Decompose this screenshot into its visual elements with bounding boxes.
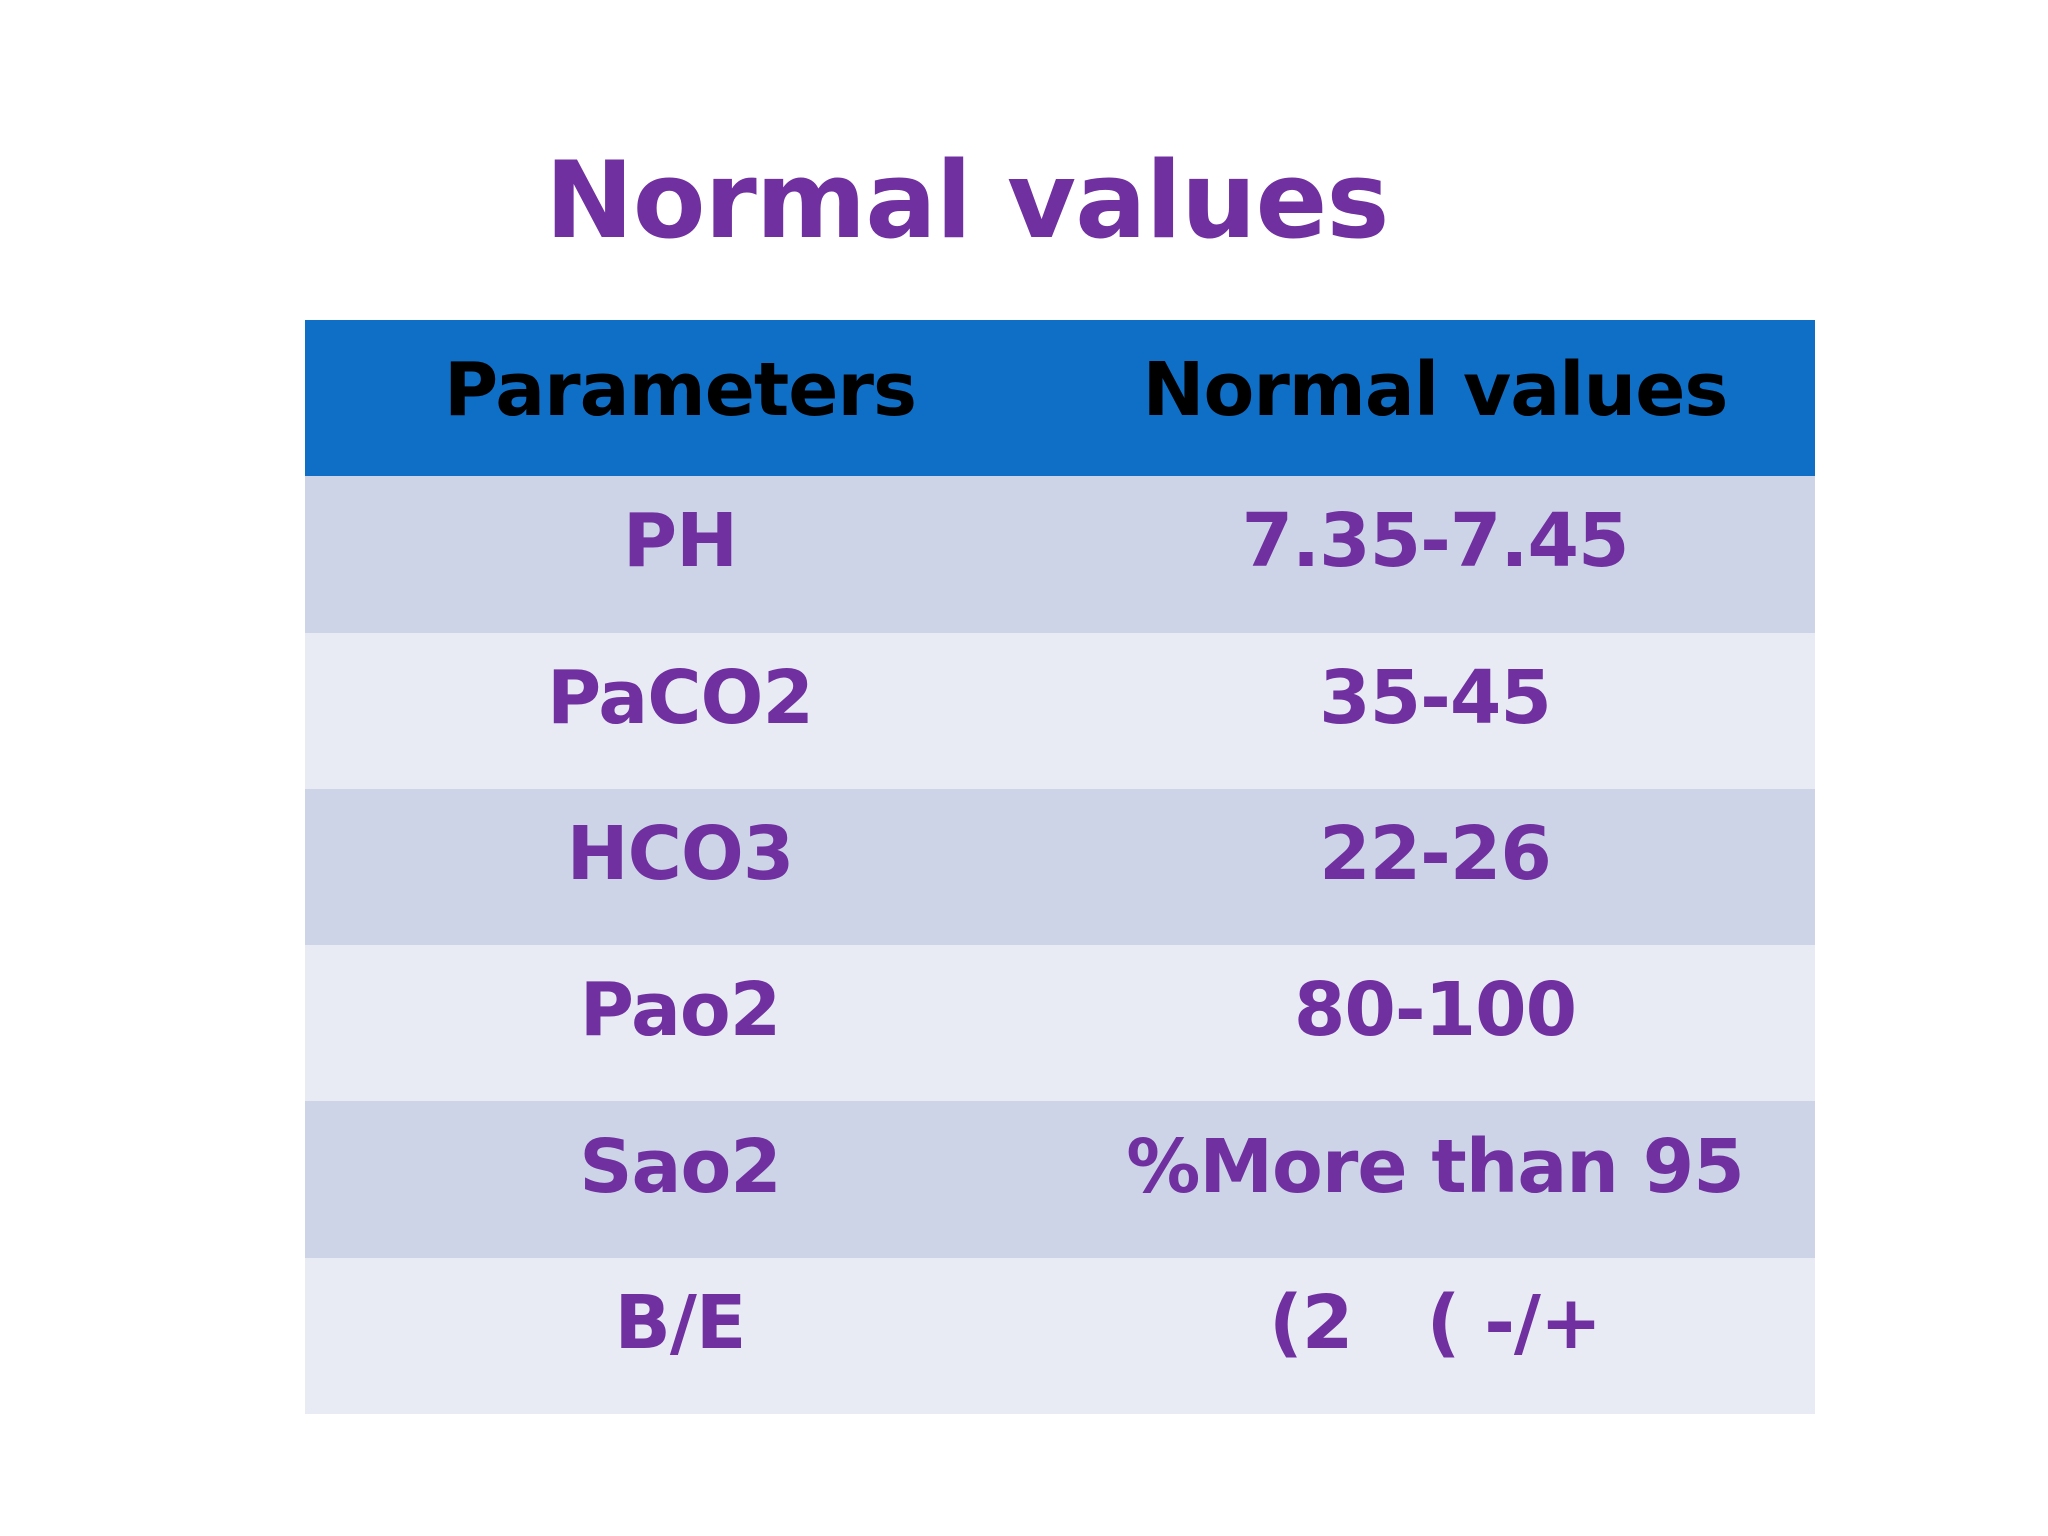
value-cell: (2 ( -/+	[1269, 1279, 1602, 1366]
slide-title: Normal values	[545, 139, 1389, 262]
table-row: PaCO2 35-45	[305, 632, 1815, 789]
table-row: PH 7.35-7.45	[305, 476, 1815, 633]
value-cell: 35-45	[1319, 654, 1552, 741]
parameter-cell: PaCO2	[547, 654, 814, 741]
parameter-cell: Sao2	[579, 1123, 782, 1210]
value-cell: %More than 95	[1126, 1123, 1744, 1210]
parameter-cell: Pao2	[579, 967, 782, 1054]
value-cell: 80-100	[1293, 967, 1577, 1054]
parameter-cell: B/E	[614, 1279, 747, 1366]
table-header-row: Parameters Normal values	[305, 320, 1815, 477]
table-row: Sao2 %More than 95	[305, 1101, 1815, 1258]
value-cell: 7.35-7.45	[1241, 498, 1630, 585]
table-row: HCO3 22-26	[305, 788, 1815, 946]
value-cell: 22-26	[1319, 810, 1552, 897]
table-row: B/E (2 ( -/+	[305, 1257, 1815, 1414]
normal-values-table: Parameters Normal values PH 7.35-7.45 Pa…	[305, 320, 1815, 1414]
parameter-cell: HCO3	[566, 810, 795, 897]
header-parameters: Parameters	[443, 347, 917, 434]
table-row: Pao2 80-100	[305, 945, 1815, 1102]
header-normal-values: Normal values	[1142, 347, 1729, 434]
parameter-cell: PH	[622, 498, 738, 585]
